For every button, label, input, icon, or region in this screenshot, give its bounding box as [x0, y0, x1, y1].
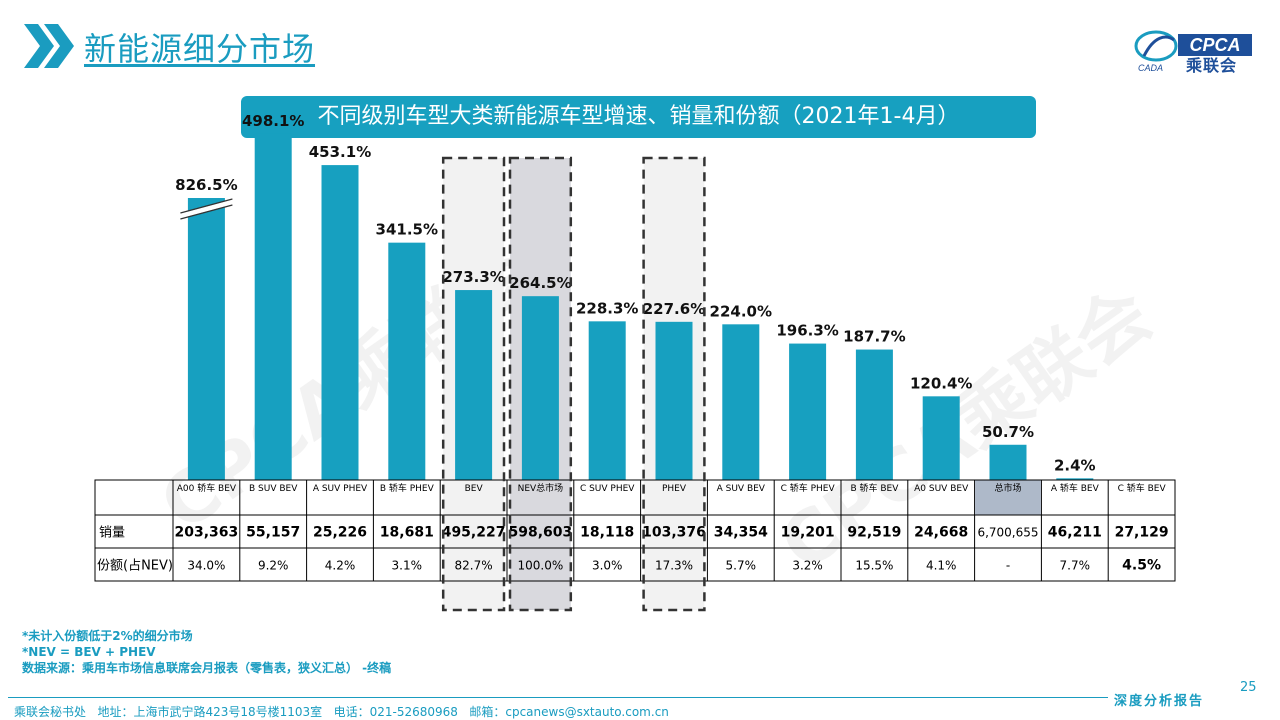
category-label: C SUV PHEV	[580, 484, 635, 494]
note-line: *NEV = BEV + PHEV	[22, 645, 156, 659]
footer-divider	[8, 697, 1108, 698]
sales-cell: 103,376	[642, 525, 706, 541]
data-label: 187.7%	[843, 328, 905, 346]
share-cell: 15.5%	[855, 559, 893, 573]
category-label: B 轿车 PHEV	[380, 482, 435, 494]
sales-cell: 598,603	[509, 525, 573, 541]
data-label: 341.5%	[376, 221, 438, 239]
axis-break-gap	[179, 199, 234, 219]
bar	[789, 343, 827, 480]
axis-break-line	[180, 198, 233, 214]
category-label: 总市场	[994, 482, 1021, 494]
highlight-outline	[642, 156, 706, 612]
highlight-outline	[508, 156, 573, 612]
table-border	[94, 479, 1176, 582]
bar	[1056, 478, 1094, 480]
category-label: PHEV	[662, 484, 687, 494]
bar	[455, 290, 493, 480]
bar	[855, 349, 893, 480]
category-label: B 轿车 BEV	[850, 482, 899, 494]
chart-title: 不同级别车型大类新能源车型增速、销量和份额（2021年1-4月）	[241, 96, 1036, 138]
sales-cell: 92,519	[847, 525, 901, 541]
data-label: 2.4%	[1054, 456, 1096, 474]
share-cell: 9.2%	[258, 559, 289, 573]
data-label: 264.5%	[509, 274, 571, 292]
sales-cell: 18,681	[380, 525, 434, 541]
data-label: 498.1%	[242, 112, 304, 130]
data-label: 453.1%	[309, 143, 371, 161]
page-number: 25	[1240, 680, 1257, 695]
sales-cell: 203,363	[175, 525, 239, 541]
sales-cell: 19,201	[781, 525, 835, 541]
note-line: 数据来源：乘用车市场信息联席会月报表（零售表，狭义汇总） -终稿	[22, 661, 392, 675]
tagline: 深度分析报告	[1114, 694, 1205, 709]
sales-cell: 46,211	[1048, 525, 1102, 541]
sales-cell: 27,129	[1115, 525, 1169, 541]
data-label: 120.4%	[910, 374, 972, 392]
share-cell: 4.2%	[325, 559, 356, 573]
data-label: 826.5%	[175, 176, 237, 194]
category-label: BEV	[465, 484, 484, 494]
bar	[321, 165, 359, 480]
share-cell: 7.7%	[1060, 559, 1091, 573]
category-label: C 轿车 PHEV	[781, 482, 836, 494]
share-cell: 17.3%	[655, 559, 693, 573]
category-label: A 轿车 BEV	[1051, 482, 1100, 494]
data-label: 50.7%	[982, 423, 1034, 441]
chevron-icon	[24, 24, 74, 68]
share-cell: 4.1%	[926, 559, 957, 573]
bar	[588, 321, 626, 480]
share-cell: 3.0%	[592, 559, 623, 573]
data-label: 228.3%	[576, 299, 638, 317]
footer-text: 乘联会秘书处 地址：上海市武宁路423号18号楼1103室 电话：021-526…	[14, 705, 669, 719]
sales-cell: 6,700,655	[977, 526, 1038, 540]
share-cell: -	[1006, 559, 1010, 573]
logo-sub: 乘联会	[1186, 56, 1238, 75]
category-label: B SUV BEV	[249, 484, 298, 494]
category-label: A SUV BEV	[717, 484, 766, 494]
share-cell: 3.1%	[392, 559, 423, 573]
notes: *未计入份额低于2%的细分市场 *NEV = BEV + PHEV 数据来源：乘…	[22, 628, 391, 676]
bar	[187, 198, 225, 480]
bar	[989, 444, 1027, 480]
data-label: 196.3%	[776, 322, 838, 340]
page-title: 新能源细分市场	[84, 30, 316, 68]
bar	[254, 133, 292, 480]
sales-cell: 25,226	[313, 525, 367, 541]
total-market-header-fill	[975, 480, 1041, 515]
category-label: A0 SUV BEV	[914, 484, 969, 494]
highlight-outline	[441, 156, 506, 612]
bar	[521, 296, 559, 480]
sales-cell: 18,118	[580, 525, 634, 541]
logo-small-text: CADA	[1138, 63, 1163, 73]
share-cell: 100.0%	[518, 559, 564, 573]
data-label: 227.6%	[643, 300, 705, 318]
cpca-logo: CPCA CADA	[1134, 30, 1252, 73]
sales-cell: 24,668	[914, 525, 968, 541]
axis-break-line	[180, 204, 233, 220]
share-cell: 3.2%	[792, 559, 823, 573]
share-cell: 82.7%	[455, 559, 493, 573]
data-label: 224.0%	[710, 302, 772, 320]
data-label: 273.3%	[442, 268, 504, 286]
logo-text: CPCA	[1189, 35, 1240, 55]
share-cell: 34.0%	[187, 559, 225, 573]
category-label: A SUV PHEV	[313, 484, 368, 494]
category-label: A00 轿车 BEV	[177, 482, 237, 494]
category-label: NEV总市场	[518, 482, 564, 494]
note-line: *未计入份额低于2%的细分市场	[22, 629, 193, 643]
row-label: 份额(占NEV)	[97, 559, 173, 574]
bar	[388, 242, 426, 480]
sales-cell: 34,354	[714, 525, 768, 541]
bar	[722, 324, 760, 480]
category-label: C 轿车 BEV	[1118, 482, 1167, 494]
share-cell: 5.7%	[726, 559, 757, 573]
bar	[655, 321, 693, 480]
sales-cell: 495,227	[442, 525, 506, 541]
row-label: 销量	[99, 526, 125, 541]
sales-cell: 55,157	[246, 525, 300, 541]
share-cell: 4.5%	[1122, 558, 1161, 574]
bar	[922, 396, 960, 480]
